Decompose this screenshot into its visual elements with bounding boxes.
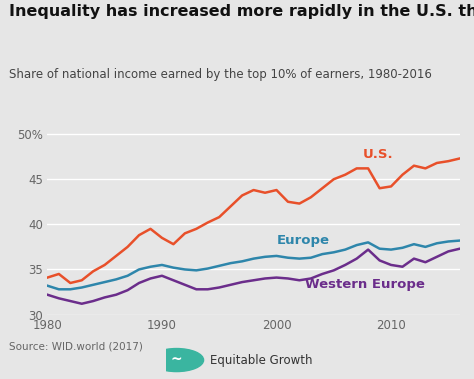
- Circle shape: [149, 349, 203, 371]
- Text: Inequality has increased more rapidly in the U.S. than Europe: Inequality has increased more rapidly in…: [9, 4, 474, 19]
- Text: Source: WID.world (2017): Source: WID.world (2017): [9, 341, 143, 351]
- Text: Western Europe: Western Europe: [305, 279, 425, 291]
- Text: Equitable Growth: Equitable Growth: [210, 354, 312, 366]
- Text: Share of national income earned by the top 10% of earners, 1980-2016: Share of national income earned by the t…: [9, 68, 432, 81]
- Text: U.S.: U.S.: [363, 148, 393, 161]
- Text: Europe: Europe: [276, 234, 329, 247]
- Text: ~: ~: [171, 353, 182, 367]
